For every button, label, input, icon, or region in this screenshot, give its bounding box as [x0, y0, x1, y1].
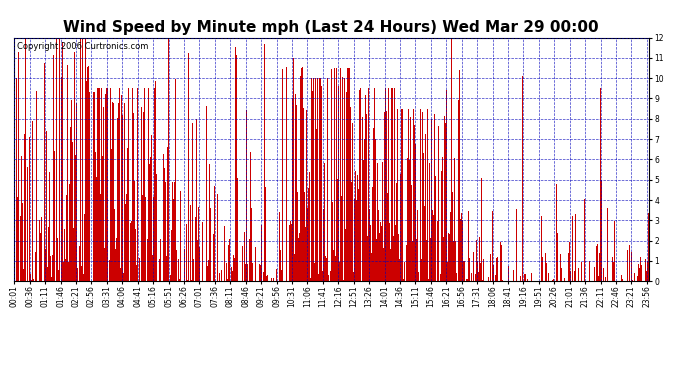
Text: Copyright 2006 Curtronics.com: Copyright 2006 Curtronics.com: [17, 42, 148, 51]
Title: Wind Speed by Minute mph (Last 24 Hours) Wed Mar 29 00:00: Wind Speed by Minute mph (Last 24 Hours)…: [63, 20, 599, 35]
